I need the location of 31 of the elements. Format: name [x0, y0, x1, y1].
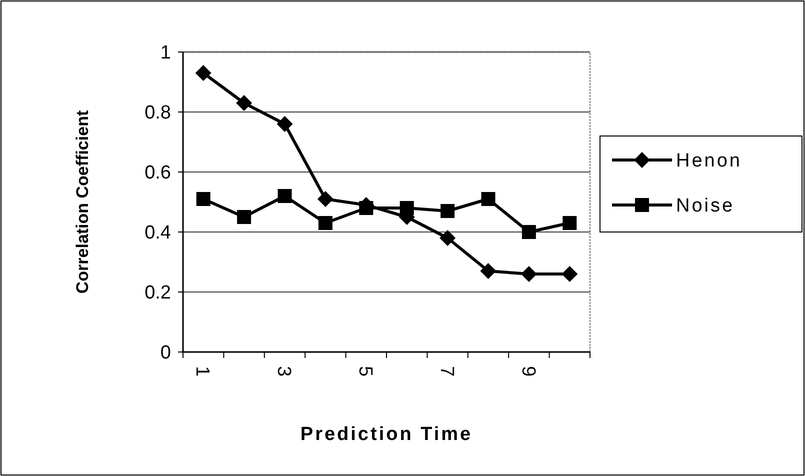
point — [276, 116, 293, 132]
point — [562, 216, 577, 230]
x-tick-label: 7 — [436, 366, 457, 377]
legend-label: Henon — [676, 150, 742, 172]
y-tick-label: 0.4 — [144, 222, 172, 244]
x-tick-label: 9 — [517, 366, 538, 377]
y-tick-label: 0.2 — [144, 282, 171, 304]
y-axis-title: Correlation Coefficient — [73, 110, 92, 294]
y-tick-label: 0 — [160, 342, 171, 364]
point — [440, 230, 456, 246]
point — [195, 65, 212, 81]
x-axis-title: Prediction Time — [300, 424, 473, 445]
point — [317, 191, 334, 207]
y-tick-label: 0.6 — [144, 162, 171, 184]
legend-label: Noise — [676, 196, 735, 217]
point — [440, 204, 455, 218]
point — [480, 263, 496, 279]
y-tick-label: 1 — [160, 42, 171, 64]
point — [481, 192, 496, 206]
x-tick-label: 1 — [192, 366, 213, 377]
x-tick-label: 3 — [273, 366, 294, 377]
point — [278, 189, 292, 203]
point — [196, 192, 210, 206]
point — [236, 95, 252, 111]
point — [562, 266, 578, 282]
point — [520, 266, 537, 282]
point — [237, 210, 252, 224]
point — [318, 216, 332, 230]
point — [522, 225, 536, 239]
x-tick-label: 5 — [354, 366, 376, 377]
y-tick-label: 0.8 — [144, 102, 171, 124]
